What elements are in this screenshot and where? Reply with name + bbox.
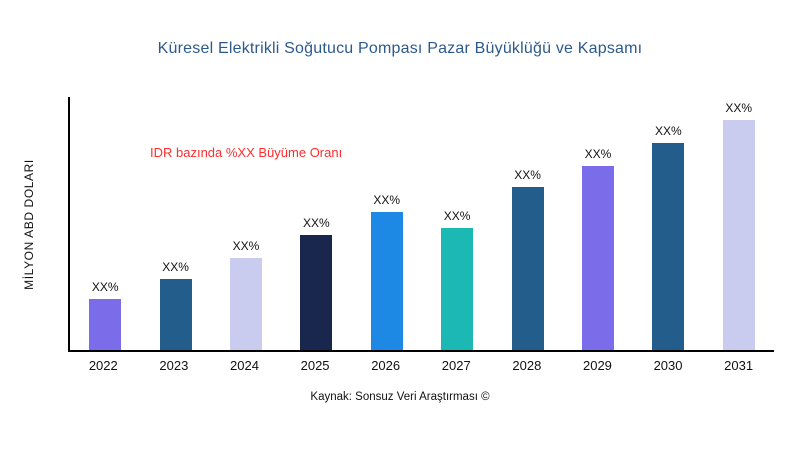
bar-group: XX% [211, 97, 281, 350]
x-axis-tick-label: 2028 [512, 358, 542, 373]
bar [159, 278, 192, 350]
bar [300, 235, 333, 350]
bar-value-label: XX% [584, 147, 612, 161]
bar-value-label: XX% [303, 216, 330, 230]
plot-area: XX% XX% XX% XX% XX% XX% XX% XX% XX% XX% IDR bazın… [68, 97, 774, 352]
bar [370, 212, 403, 350]
bar-value-label: XX% [725, 101, 753, 115]
bar-value-label: XX% [654, 124, 682, 138]
bar-group: XX% [633, 97, 703, 350]
y-axis-label: MİLYON ABD DOLARI [22, 159, 36, 290]
bar-group: XX% [281, 97, 351, 350]
chart-title: Küresel Elektrikli Soğutucu Pompası Paza… [157, 40, 643, 57]
x-axis-tick-label: 2023 [159, 358, 189, 373]
bar-value-label: XX% [373, 193, 401, 207]
bar [89, 299, 122, 350]
growth-rate-annotation: IDR bazında %XX Büyüme Oranı [150, 145, 343, 160]
x-axis-tick-label: 2029 [582, 358, 612, 373]
bar-group: XX% [493, 97, 563, 350]
source-caption: Kaynak: Sonsuz Veri Araştırması © [310, 391, 490, 403]
bar-group: XX% [70, 97, 140, 350]
bar-group: XX% [352, 97, 422, 350]
x-axis-tick-label: 2027 [441, 358, 471, 373]
bar-value-label: XX% [91, 280, 119, 295]
bar-group: XX% [704, 97, 774, 350]
bar [652, 143, 685, 350]
x-axis-tick-labels: 2022 2023 2024 2025 2026 2027 2028 2029 2030 2031 [68, 358, 774, 373]
bars-layer: XX% XX% XX% XX% XX% XX% XX% XX% XX% XX% [70, 97, 774, 350]
bar [511, 186, 544, 350]
x-axis-tick-label: 2030 [653, 358, 683, 373]
bar-value-label: XX% [232, 239, 260, 253]
x-axis-tick-label: 2025 [300, 358, 330, 373]
bar-group: XX% [141, 97, 211, 350]
x-axis-tick-label: 2022 [88, 358, 118, 373]
x-axis-tick-label: 2031 [724, 358, 754, 373]
bar-value-label: XX% [162, 259, 189, 274]
bar [441, 228, 474, 350]
bar [722, 120, 755, 350]
x-axis-tick-label: 2024 [230, 358, 259, 373]
bar-value-label: XX% [514, 167, 541, 182]
bar-group: XX% [422, 97, 492, 350]
bar [581, 166, 614, 350]
bar-group: XX% [563, 97, 633, 350]
x-axis-tick-label: 2026 [371, 358, 401, 373]
bar [229, 258, 262, 350]
bar-value-label: XX% [443, 209, 471, 224]
